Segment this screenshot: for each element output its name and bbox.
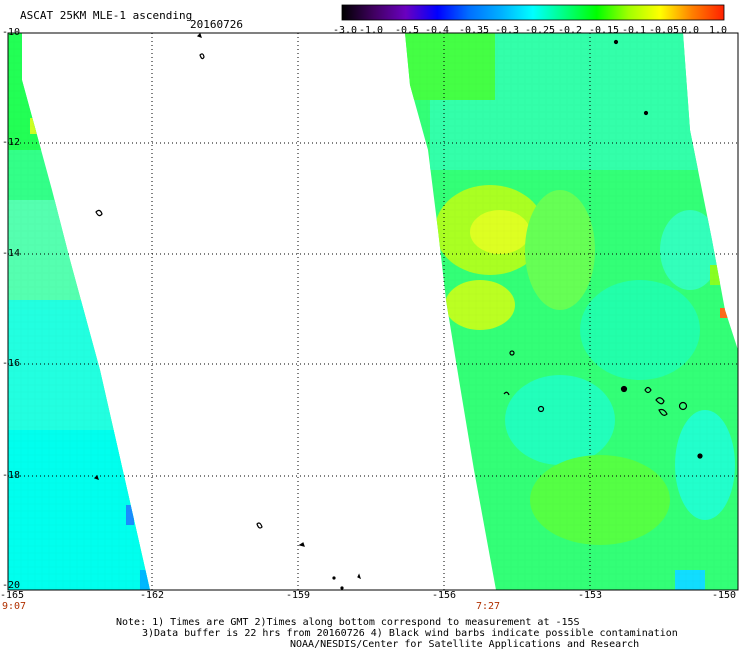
colorbar-label: 0.0 [680,25,700,36]
right-swath [405,33,738,590]
map-date: 20160726 [190,18,243,31]
lat-label: -10 [2,27,21,38]
note-line-1: Note: 1) Times are GMT 2)Times along bot… [116,617,580,628]
lon-label: -150 [711,590,737,601]
note-line-2: 3)Data buffer is 22 hrs from 20160726 4)… [142,628,678,639]
colorbar-label: -1.0 [358,25,384,36]
colorbar-label: -0.4 [424,25,450,36]
lon-label: -153 [577,590,603,601]
colorbar-label: -0.05 [648,25,680,36]
lon-label: -165 [0,590,25,601]
lat-label: -16 [2,358,21,369]
colorbar-label: -0.35 [458,25,490,36]
lat-label: -14 [2,248,21,259]
colorbar-label: -3.0 [332,25,358,36]
lat-label: -20 [2,580,21,591]
lon-label: -159 [285,590,311,601]
colorbar-label: -0.25 [524,25,556,36]
island-contours [93,32,703,590]
lat-label: -12 [2,137,21,148]
colorbar-label: -0.5 [394,25,420,36]
colorbar-label: 1.0 [708,25,728,36]
time-left: 9:07 [2,601,27,612]
note-line-3: NOAA/NESDIS/Center for Satellite Applica… [290,639,640,650]
lon-label: -162 [139,590,165,601]
map-frame [7,32,739,591]
colorbar-gradient [341,4,725,21]
colorbar-label: -0.15 [588,25,620,36]
colorbar [341,4,725,21]
lon-label: -156 [431,590,457,601]
left-swath [8,33,150,590]
colorbar-label: -0.1 [621,25,647,36]
lat-label: -18 [2,470,21,481]
map-title: ASCAT 25KM MLE-1 ascending [20,9,193,22]
colorbar-label: -0.3 [494,25,520,36]
colorbar-label: -0.2 [557,25,583,36]
lat-lon-grid [8,33,738,590]
time-right: 7:27 [476,601,501,612]
